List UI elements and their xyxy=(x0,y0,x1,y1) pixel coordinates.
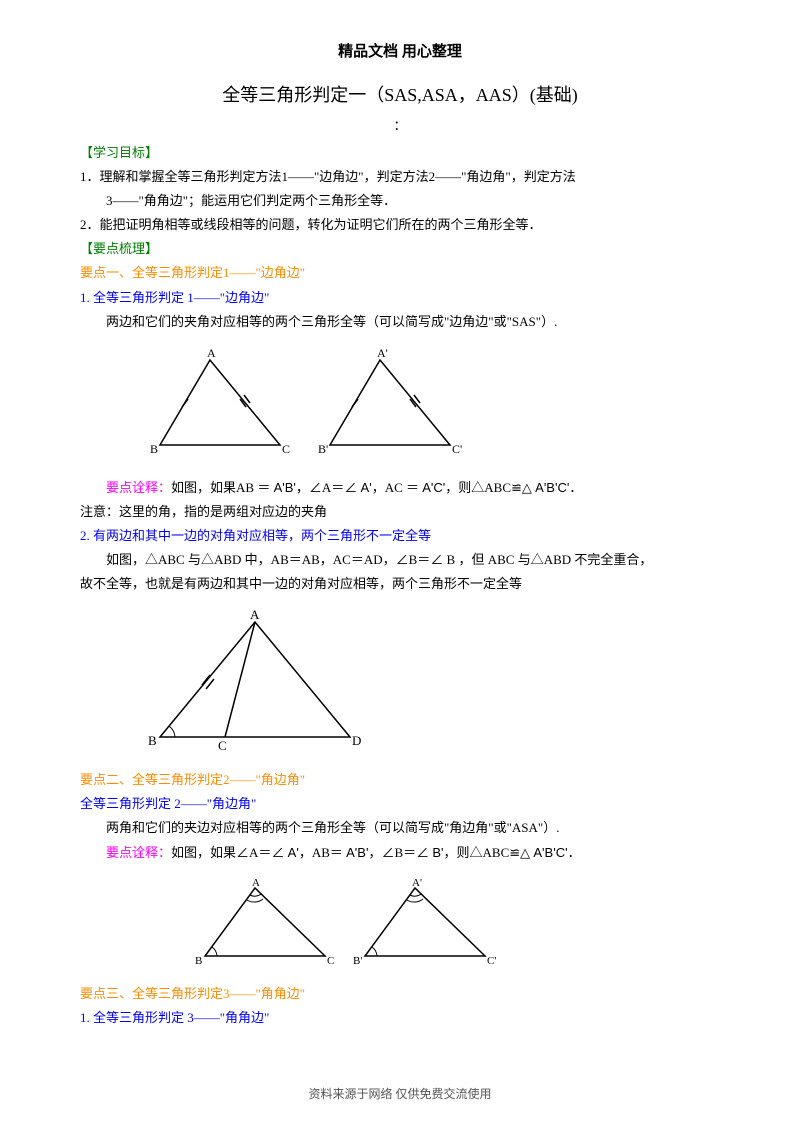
vertex-b-2: B xyxy=(148,733,157,748)
interpret-2: 要点诠释：如图，如果∠A＝∠ A'，AB＝ A'B'，∠B＝∠ B'，则△ABC… xyxy=(80,842,720,864)
vertex-c: C xyxy=(282,442,290,456)
vertex-a-3: A xyxy=(252,877,260,889)
vertex-c-2: C xyxy=(218,738,227,753)
document-title: 全等三角形判定一（SAS,ASA，AAS）(基础) xyxy=(80,81,720,107)
interpret-label-2: 要点诠释： xyxy=(106,845,171,860)
vertex-d-2: D xyxy=(352,733,361,748)
rule-asa-text: 两角和它们的夹边对应相等的两个三角形全等（可以简写成"角边角"或"ASA"）. xyxy=(80,817,720,839)
vertex-b-prime: B' xyxy=(318,442,328,456)
i2-a: 如图，如果∠A＝∠ xyxy=(171,845,288,860)
rule-asa-heading: 全等三角形判定 2——"角边角" xyxy=(80,793,720,815)
goal-1a: 1．理解和掌握全等三角形判定方法1——"边角边"，判定方法2——"角边角"，判定… xyxy=(80,166,720,188)
vertex-c-prime: C' xyxy=(452,442,462,456)
i2-b: A' xyxy=(288,845,299,860)
vertex-a-prime-3: A' xyxy=(412,877,422,889)
vertex-b: B xyxy=(150,442,158,456)
i2-e: ，∠B＝∠ xyxy=(368,845,432,860)
i2-i: ． xyxy=(568,845,581,860)
subtitle-colon: ： xyxy=(80,115,720,134)
i1-a: 如图，如果AB ＝ xyxy=(171,480,274,495)
rule-2-heading: 2. 有两边和其中一边的对角对应相等，两个三角形不一定全等 xyxy=(80,525,720,547)
asa-diagram-pair: A B C A' B' C' xyxy=(190,876,720,971)
triangle-abc-asa: A B C xyxy=(190,876,340,971)
i1-e: ，AC ＝ xyxy=(372,480,423,495)
vertex-b-3: B xyxy=(195,955,202,967)
rule-aas-heading: 1. 全等三角形判定 3——"角角边" xyxy=(80,1007,720,1029)
vertex-c-prime-3: C' xyxy=(487,955,496,967)
i1-i: ． xyxy=(569,480,582,495)
rule-2-text2: 故不全等，也就是有两边和其中一边的对角对应相等，两个三角形不一定全等 xyxy=(80,573,720,595)
i2-g: ，则△ABC≌△ xyxy=(444,845,534,860)
goal-2: 2．能把证明角相等或线段相等的问题，转化为证明它们所在的两个三角形全等． xyxy=(80,214,720,236)
vertex-a-2: A xyxy=(250,607,260,622)
rule-1-heading: 1. 全等三角形判定 1——"边角边" xyxy=(80,287,720,309)
point-2-heading: 要点二、全等三角形判定2——"角边角" xyxy=(80,769,720,791)
point-1-heading: 要点一、全等三角形判定1——"边角边" xyxy=(80,262,720,284)
point-3-heading: 要点三、全等三角形判定3——"角角边" xyxy=(80,983,720,1005)
sas-diagram-pair: A B C A' B' C' xyxy=(140,345,720,465)
i1-c: ，∠A＝∠ xyxy=(296,480,361,495)
interpret-label-1: 要点诠释： xyxy=(106,480,171,495)
key-points-heading: 【要点梳理】 xyxy=(80,238,720,260)
vertex-b-prime-3: B' xyxy=(353,955,362,967)
triangle-abc-prime-sas: A' B' C' xyxy=(310,345,470,465)
vertex-c-3: C xyxy=(327,955,334,967)
i2-c: ，AB＝ xyxy=(299,845,346,860)
interpret-1: 要点诠释：如图，如果AB ＝ A'B'，∠A＝∠ A'，AC ＝ A'C'，则△… xyxy=(80,477,720,499)
learning-goals-heading: 【学习目标】 xyxy=(80,142,720,164)
page-header: 精品文档 用心整理 xyxy=(80,40,720,61)
page-footer: 资料来源于网络 仅供免费交流使用 xyxy=(0,1085,800,1102)
i2-h: A'B'C' xyxy=(533,845,567,860)
i1-d: A' xyxy=(361,480,372,495)
vertex-a-prime: A' xyxy=(377,346,388,360)
vertex-a: A xyxy=(207,346,216,360)
triangle-abc-sas: A B C xyxy=(140,345,300,465)
goal-1b: 3——"角角边"；能运用它们判定两个三角形全等． xyxy=(80,190,720,212)
triangle-abc-prime-asa: A' B' C' xyxy=(350,876,500,971)
i1-h: A'B'C' xyxy=(535,480,569,495)
i2-d: A'B' xyxy=(346,845,368,860)
rule-2-text1: 如图，△ABC 与△ABD 中，AB＝AB，AC＝AD，∠B＝∠ B ，但 AB… xyxy=(80,549,720,571)
rule-1-text: 两边和它们的夹角对应相等的两个三角形全等（可以简写成"边角边"或"SAS"）. xyxy=(80,311,720,333)
i1-b: A'B' xyxy=(274,480,296,495)
i1-f: A'C' xyxy=(422,480,445,495)
i1-g: ，则△ABC≌△ xyxy=(445,480,535,495)
i2-f: B' xyxy=(432,845,443,860)
interpret-1-note: 注意：这里的角，指的是两组对应边的夹角 xyxy=(80,501,720,523)
ssa-counterexample-diagram: A B C D xyxy=(140,607,720,757)
triangle-abd-acd: A B C D xyxy=(140,607,380,757)
